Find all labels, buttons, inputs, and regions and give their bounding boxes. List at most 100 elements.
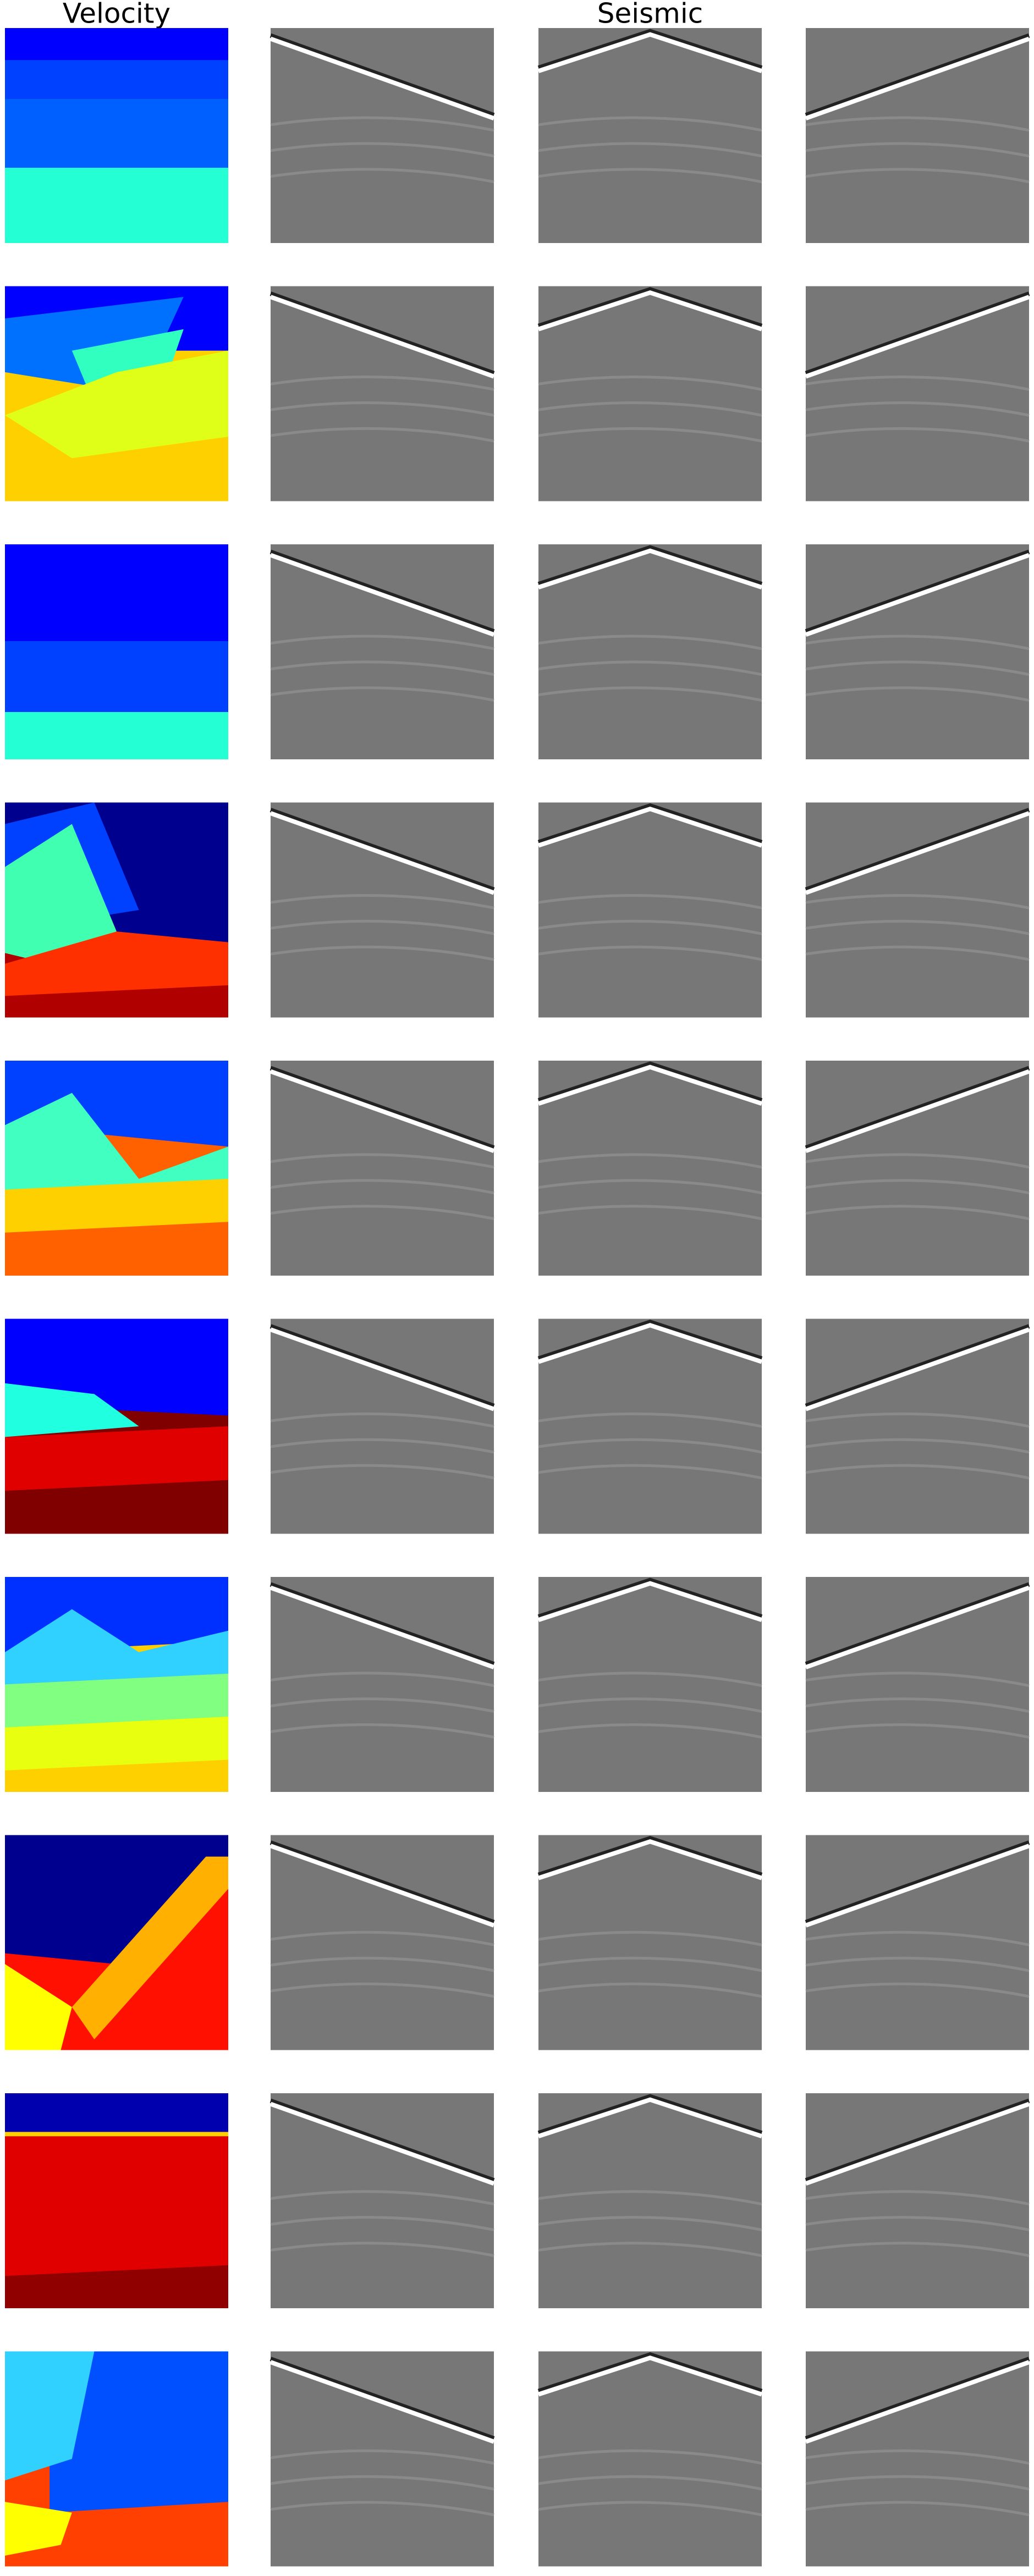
wavefront [537,1323,763,1364]
wavefront [537,548,763,590]
reflection [805,686,1030,702]
velocity-layer [5,60,228,100]
reflection [270,635,494,650]
seismic-panel [805,2093,1030,2308]
seismic-panel [805,28,1030,243]
seismic-background [806,544,1029,759]
seismic-background [538,1319,762,1534]
reflection [805,1930,1030,1946]
wavefront-dark [270,808,495,892]
reflection [270,2449,494,2465]
wavefront [805,1844,1030,1928]
wavefront-dark [805,2098,1030,2182]
velocity-panel [5,1577,228,1792]
velocity-layer [5,1717,228,1770]
wavefront-dark [537,29,763,70]
velocity-layer [5,28,228,60]
seismic-panel [805,1577,1030,1792]
reflection [270,142,494,158]
velocity-panel [5,2351,228,2567]
velocity-layer [5,931,228,996]
wavefront [270,36,495,120]
reflection [538,945,762,961]
reflection [805,1205,1030,1221]
reflection [538,1179,762,1195]
velocity-layer [5,544,228,641]
seismic-background [538,544,762,759]
seismic-background [806,1835,1029,2050]
velocity-layer [5,2132,228,2137]
reflection [538,635,762,650]
wavefront-dark [270,33,495,117]
wavefront-dark [537,1836,763,1877]
seismic-panel [270,1061,495,1276]
wavefront [270,1069,495,1153]
wavefront-dark [537,545,763,587]
reflection [805,660,1030,676]
reflection [805,142,1030,158]
seismic-panel [537,28,763,243]
seismic-background [806,1061,1029,1276]
seismic-background [806,286,1029,501]
wavefront [270,1327,495,1411]
reflection [538,893,762,909]
velocity-layer [5,1093,228,1190]
wavefront [537,1064,763,1106]
wavefront [270,2101,495,2186]
wavefront [270,553,495,637]
wavefront [805,553,1030,637]
seismic-background [538,2351,762,2567]
seismic-panel [537,2093,763,2308]
reflection [538,376,762,391]
wavefront-dark [805,1582,1030,1666]
reflection [805,1956,1030,1972]
wavefront [537,1839,763,1880]
velocity-layer [5,2351,95,2481]
reflection [805,1982,1030,1998]
wavefront [270,811,495,895]
velocity-layer [5,824,117,964]
seismic-panel [270,802,495,1018]
reflection [270,1697,494,1713]
velocity-layer [5,641,228,712]
seismic-background [538,2093,762,2308]
wavefront-dark [270,291,495,376]
velocity-panel [5,1319,228,1534]
wavefront-dark [805,1066,1030,1150]
seismic-background [538,1835,762,2050]
reflection [538,2475,762,2491]
seismic-panel [537,1835,763,2050]
seismic-panel [270,28,495,243]
seismic-background [271,1577,494,1792]
reflection [270,2190,494,2206]
wavefront-dark [537,1320,763,1361]
wavefront [537,2097,763,2139]
reflection [805,1438,1030,1454]
seismic-panel [270,2093,495,2308]
reflection [270,1438,494,1454]
reflection [538,1412,762,1428]
reflection [805,1672,1030,1687]
reflection [805,1697,1030,1713]
seismic-panel [805,1061,1030,1276]
wavefront-dark [805,1840,1030,1924]
seismic-panel [805,1319,1030,1534]
reflection [538,1982,762,1998]
wavefront-dark [805,808,1030,892]
reflection [270,2242,494,2257]
velocity-layer [5,350,228,459]
reflection [538,919,762,935]
velocity-layer [5,1673,228,1728]
velocity-panel [5,802,228,1018]
reflection [270,2501,494,2517]
wavefront-dark [270,549,495,633]
seismic-panel [537,1319,763,1534]
reflection [538,1438,762,1454]
reflection [805,919,1030,935]
velocity-panel [5,28,228,243]
seismic-panel [537,286,763,501]
reflection [538,168,762,184]
seismic-background [806,1319,1029,1534]
seismic-panel [270,1577,495,1792]
velocity-title: Velocity [63,0,170,30]
